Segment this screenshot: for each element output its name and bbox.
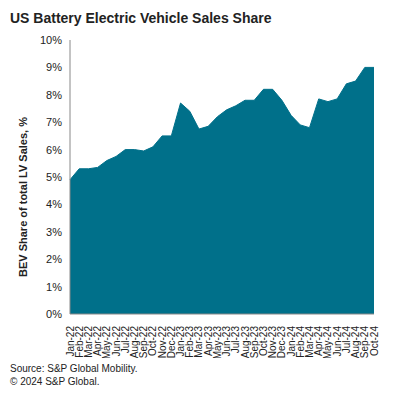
svg-text:4%: 4% [46,198,62,210]
svg-text:Jan-24: Jan-24 [285,326,297,357]
svg-text:Jul-22: Jul-22 [119,326,131,354]
svg-text:2%: 2% [46,253,62,265]
svg-text:Mar-24: Mar-24 [304,326,315,358]
svg-text:Feb-22: Feb-22 [73,326,85,358]
html-text:Source: S&P Global Mobility.: Source: S&P Global Mobility. [10,363,138,374]
svg-text:Jul-24: Jul-24 [340,326,352,354]
svg-text:6%: 6% [46,144,62,156]
svg-text:Feb-23: Feb-23 [184,326,196,358]
svg-text:Jan-22: Jan-22 [64,326,76,357]
svg-text:10%: 10% [40,34,62,46]
svg-text:Oct-23: Oct-23 [258,326,269,356]
svg-text:Jul-23: Jul-23 [230,326,242,354]
svg-text:8%: 8% [46,89,62,101]
svg-text:Oct-24: Oct-24 [369,326,380,356]
svg-text:0%: 0% [46,308,62,320]
svg-text:7%: 7% [46,116,62,128]
html-text:US Battery Electric Vehicle Sa: US Battery Electric Vehicle Sales Share [10,10,272,26]
svg-text:1%: 1% [46,281,62,293]
svg-text:BEV Share of total LV Sales, %: BEV Share of total LV Sales, % [17,117,29,277]
svg-text:Jun-24: Jun-24 [331,326,343,357]
svg-text:5%: 5% [46,171,62,183]
svg-text:Mar-22: Mar-22 [82,326,94,358]
svg-text:9%: 9% [46,61,62,73]
html-text:© 2024 S&P Global.: © 2024 S&P Global. [10,376,100,387]
svg-text:Mar-23: Mar-23 [193,326,205,358]
svg-text:Apr-22: Apr-22 [92,326,104,356]
svg-text:Apr-23: Apr-23 [202,326,214,356]
svg-text:Jun-22: Jun-22 [110,326,122,357]
svg-text:Jun-23: Jun-23 [221,326,233,357]
svg-text:Feb-24: Feb-24 [294,326,306,358]
svg-text:Oct-22: Oct-22 [147,326,159,356]
svg-text:Jan-23: Jan-23 [175,326,186,357]
svg-text:3%: 3% [46,226,62,238]
svg-text:Apr-24: Apr-24 [313,326,325,356]
